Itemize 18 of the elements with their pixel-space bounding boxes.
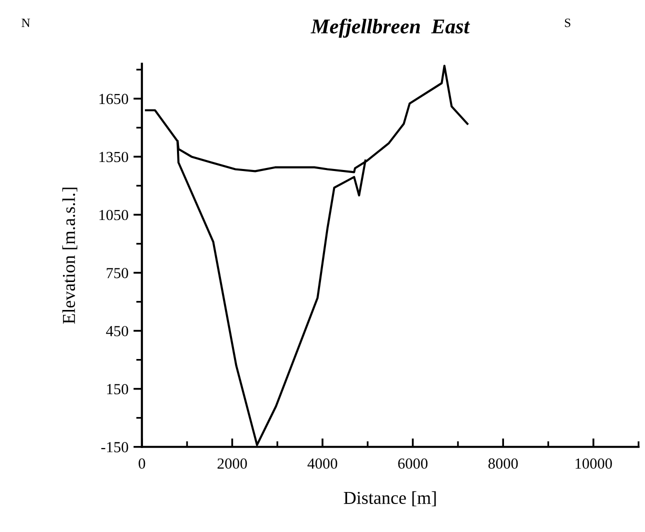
x-axis-title: Distance [m]: [344, 491, 436, 506]
y-tick-label: 1350: [99, 152, 128, 162]
y-tick-label: 1650: [99, 94, 128, 104]
text: S: [564, 18, 570, 28]
y-tick-label: 450: [106, 326, 128, 336]
y-tick-label: 1050: [99, 210, 128, 220]
x-tick-label: 6000: [398, 458, 428, 469]
x-tick-label: 10000: [576, 458, 612, 469]
y-tick-label: 750: [106, 268, 128, 278]
y-axis-title: Elevation [m.a.s.l.]: [62, 188, 78, 324]
x-tick-label: 8000: [488, 458, 518, 469]
y-tick-label: -150: [101, 442, 128, 452]
text: N: [22, 18, 30, 27]
x-tick-label: 2000: [218, 458, 247, 469]
x-tick-label: 4000: [308, 458, 338, 469]
chart-title: Mefjellbreen East: [310, 18, 470, 38]
x-tick-label: 0: [138, 458, 146, 469]
y-tick-label: 150: [107, 384, 128, 394]
